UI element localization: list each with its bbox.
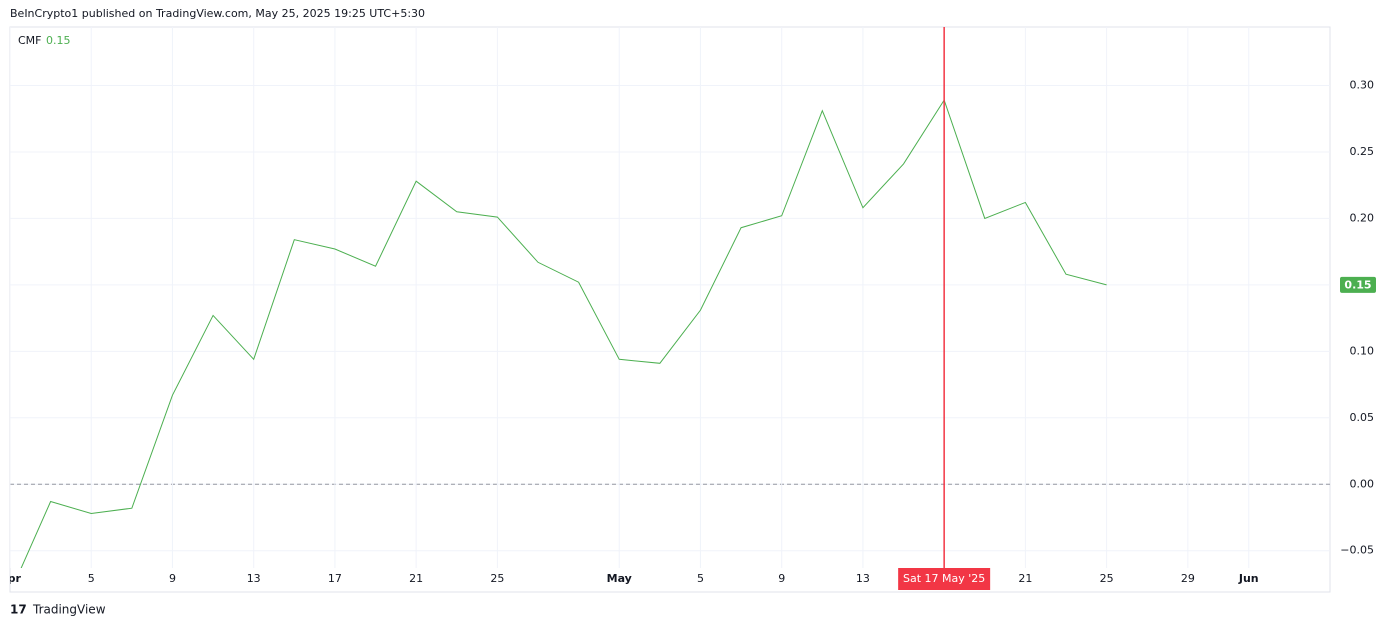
x-tick-label: 25 bbox=[1100, 572, 1114, 585]
crosshair-label: Sat 17 May '25 bbox=[903, 572, 985, 585]
x-tick-label: May bbox=[607, 572, 632, 585]
x-tick-label: 21 bbox=[1018, 572, 1032, 585]
legend-label: CMF bbox=[18, 34, 42, 47]
y-tick-label: 0.20 bbox=[1350, 211, 1375, 224]
logo: 17 TradingView bbox=[10, 603, 106, 617]
x-tick-label: 13 bbox=[856, 572, 870, 585]
crosshair-badge bbox=[898, 568, 991, 590]
x-tick-label: 21 bbox=[409, 572, 423, 585]
y-tick-label: −0.05 bbox=[1340, 544, 1374, 557]
price-badge bbox=[1340, 276, 1376, 293]
y-tick-label: 0.30 bbox=[1350, 78, 1375, 91]
x-tick-label: 9 bbox=[778, 572, 785, 585]
y-tick-label: 0.05 bbox=[1350, 411, 1375, 424]
plot-area bbox=[10, 27, 1330, 568]
x-tick-label: Jun bbox=[1238, 572, 1259, 585]
y-tick-label: 0.25 bbox=[1350, 145, 1375, 158]
line-series bbox=[20, 98, 1107, 568]
header: BeInCrypto1 published on TradingView.com… bbox=[10, 7, 425, 20]
x-tick-label: 5 bbox=[88, 572, 95, 585]
footer: TradingView bbox=[32, 603, 106, 617]
x-tick-label: 13 bbox=[247, 572, 261, 585]
x-tick-label: 9 bbox=[169, 572, 176, 585]
x-axis: Apr5913172125May591317212529Jun bbox=[0, 572, 1259, 585]
y-tick-label: 0.00 bbox=[1350, 477, 1375, 490]
x-tick-label: 29 bbox=[1181, 572, 1195, 585]
price-label: 0.15 bbox=[1344, 278, 1371, 291]
x-tick-label: 17 bbox=[328, 572, 342, 585]
x-tick-label: 5 bbox=[697, 572, 704, 585]
y-tick-label: 0.10 bbox=[1350, 344, 1375, 357]
x-tick-label: 25 bbox=[490, 572, 504, 585]
logo-mark: 17 bbox=[10, 603, 27, 617]
x-tick-label: Apr bbox=[0, 572, 21, 585]
legend-value: 0.15 bbox=[46, 34, 71, 47]
